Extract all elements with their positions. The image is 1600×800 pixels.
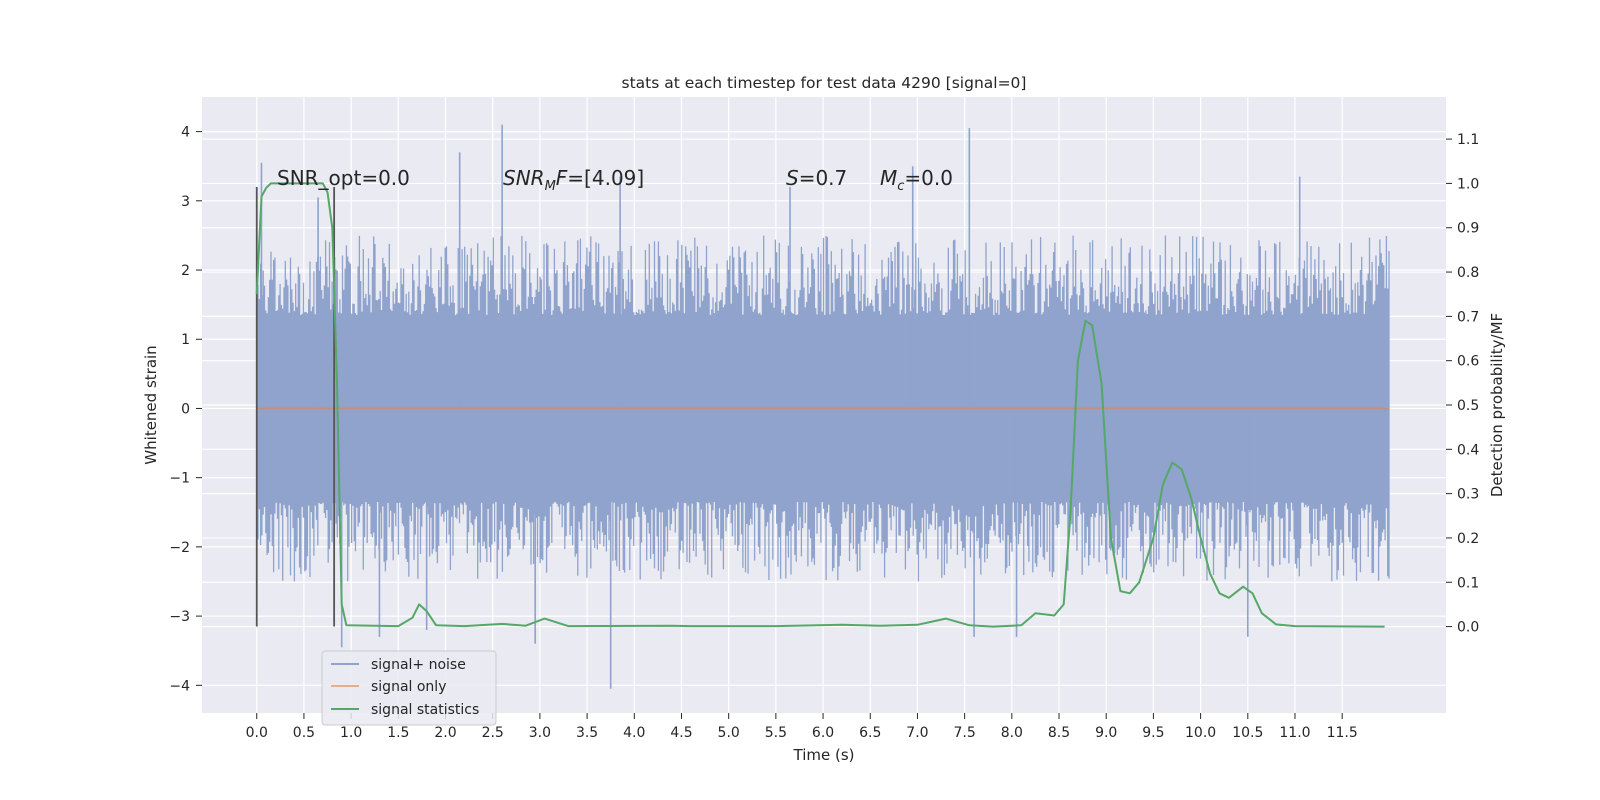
x-tick-label: 8.0 (1001, 725, 1023, 741)
legend-label-signal: signal only (371, 679, 446, 695)
y-right-tick-label: 0.7 (1457, 309, 1479, 325)
x-tick-label: 4.5 (670, 725, 692, 741)
y-left-tick-label: −3 (169, 609, 190, 625)
x-tick-label: 8.5 (1048, 725, 1070, 741)
y-right-tick-label: 0.9 (1457, 221, 1479, 237)
x-tick-label: 7.0 (906, 725, 928, 741)
y-right-tick-label: 0.5 (1457, 398, 1479, 414)
y-left-tick-label: 4 (181, 125, 190, 141)
signal-statistics-series (255, 182, 1385, 628)
left-y-axis-ticks: 4 3 2 1 0 −1 −2 −3 −4 (169, 125, 202, 694)
legend: signal+ noise signal only signal statist… (321, 650, 497, 726)
x-axis-ticks: 0.0 0.5 1.0 1.5 2.0 2.5 3.0 3.5 4.0 4.5 5.0 5.5 6.0 6… (246, 713, 1358, 741)
x-tick-label: 5.0 (718, 725, 740, 741)
left-y-axis-label: Whitened strain (142, 345, 160, 464)
y-right-tick-label: 0.1 (1457, 575, 1479, 591)
svg-text:S=0.7: S=0.7 (786, 166, 847, 190)
right-y-axis-label: Detection probability/MF (1488, 313, 1506, 497)
x-tick-label: 6.0 (812, 725, 834, 741)
chart-title: stats at each timestep for test data 429… (622, 74, 1027, 92)
x-tick-label: 2.0 (434, 725, 456, 741)
annotation-spin-value: =0.7 (799, 166, 848, 190)
legend-label-noise: signal+ noise (371, 657, 466, 673)
x-tick-label: 3.0 (529, 725, 551, 741)
y-left-tick-label: −4 (169, 678, 190, 694)
y-left-tick-label: 0 (181, 401, 190, 417)
right-y-axis-ticks: 1.1 1.0 0.9 0.8 0.7 0.6 0.5 0.4 0.3 0.2 0.1 0.0 (1446, 132, 1479, 636)
x-tick-label: 5.5 (765, 725, 787, 741)
annotation-chirp-mass-value: =0.0 (904, 166, 953, 190)
y-right-tick-label: 0.0 (1457, 620, 1479, 636)
y-left-tick-label: 1 (181, 332, 190, 348)
y-left-tick-label: 2 (181, 263, 190, 279)
y-right-tick-label: 0.4 (1457, 442, 1479, 458)
signal-statistics-line (255, 182, 1385, 628)
x-tick-label: 11.5 (1327, 725, 1358, 741)
x-tick-label: 2.5 (482, 725, 504, 741)
y-right-tick-label: 0.6 (1457, 354, 1479, 370)
annotation-snr-opt: SNR_opt=0.0 (277, 166, 410, 190)
x-tick-label: 1.0 (340, 725, 362, 741)
x-tick-label: 9.0 (1095, 725, 1117, 741)
x-tick-label: 10.5 (1232, 725, 1263, 741)
annotation-snr-mf-value: =[4.09] (567, 166, 644, 190)
annotation-chirp-mass: Mc=0.0 (880, 166, 953, 194)
y-left-tick-label: 3 (181, 194, 190, 210)
x-tick-label: 9.5 (1142, 725, 1164, 741)
legend-frame (321, 650, 497, 726)
x-tick-label: 10.0 (1185, 725, 1216, 741)
x-tick-label: 7.5 (954, 725, 976, 741)
legend-label-statistics: signal statistics (371, 702, 479, 718)
x-tick-label: 0.5 (293, 725, 315, 741)
x-tick-label: 0.0 (246, 725, 268, 741)
annotation-snr-mf: SNRMF=[4.09] (503, 166, 644, 194)
y-right-tick-label: 0.8 (1457, 265, 1479, 281)
y-right-tick-label: 1.1 (1457, 132, 1479, 148)
y-right-tick-label: 1.0 (1457, 176, 1479, 192)
svg-text:SNRMF=[4.09]: SNRMF=[4.09] (503, 166, 644, 194)
y-right-tick-label: 0.2 (1457, 531, 1479, 547)
x-tick-label: 11.0 (1279, 725, 1310, 741)
y-left-tick-label: −1 (169, 471, 190, 487)
x-axis-label: Time (s) (793, 746, 855, 764)
x-tick-label: 1.5 (387, 725, 409, 741)
svg-text:Mc=0.0: Mc=0.0 (880, 166, 953, 194)
x-tick-label: 3.5 (576, 725, 598, 741)
x-tick-label: 6.5 (859, 725, 881, 741)
x-tick-label: 4.0 (623, 725, 645, 741)
y-right-tick-label: 0.3 (1457, 487, 1479, 503)
annotation-spin: S=0.7 (786, 166, 847, 190)
y-left-tick-label: −2 (169, 540, 190, 556)
